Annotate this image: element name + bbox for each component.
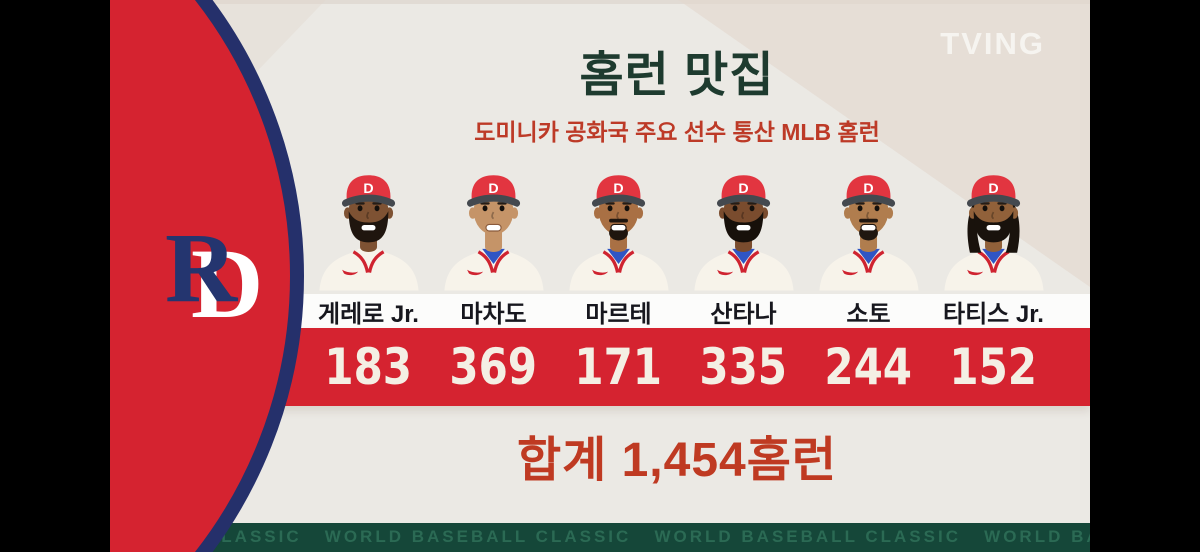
graphic-stage: CLASSIC WORLD BASEBALL CLASSIC WORLD BAS… (110, 0, 1090, 552)
top-hairline (110, 0, 1090, 4)
homerun-count: 335 (699, 338, 788, 396)
cap-brim (466, 194, 520, 207)
svg-text:D: D (738, 181, 748, 197)
player-photo: D (943, 175, 1044, 291)
player-photo: D (693, 175, 794, 291)
player-name: 소토 (846, 300, 891, 328)
player-name: 마차도 (460, 300, 527, 328)
svg-text:D: D (613, 181, 623, 197)
player-photo: D (818, 175, 919, 291)
player-photo-santana: D (681, 168, 806, 294)
total-homeruns: 합계 1,454홈런 (516, 434, 838, 487)
page-subtitle: 도미니카 공화국 주요 선수 통산 MLB 홈런 (474, 119, 880, 145)
svg-text:D: D (488, 181, 498, 197)
cap-brim (341, 194, 395, 207)
svg-text:D: D (988, 181, 998, 197)
player-name: 산타나 (710, 300, 777, 328)
wbc-footer-band: CLASSIC WORLD BASEBALL CLASSIC WORLD BAS… (110, 523, 1090, 552)
player-name: 타티스 Jr. (943, 300, 1044, 328)
cap (471, 175, 515, 201)
player-photo-machado: D (431, 168, 556, 294)
player-photo: D (443, 175, 544, 291)
player-photo-tatis: D (931, 168, 1056, 294)
monogram-letter-r: R (165, 212, 238, 323)
player-photo: D (318, 175, 419, 291)
homerun-count: 152 (949, 338, 1038, 396)
homerun-count: 369 (449, 338, 538, 396)
nike-swoosh-icon (466, 269, 483, 276)
wbc-ticker-text: CLASSIC WORLD BASEBALL CLASSIC WORLD BAS… (206, 527, 1090, 546)
players-row: D D (306, 168, 1056, 294)
player-name: 마르테 (585, 300, 652, 328)
player-name: 게레로 Jr. (318, 300, 419, 328)
names-row: 게레로 Jr. 마차도 마르테 산타나 소토 타티스 Jr. (306, 294, 1056, 328)
player-photo: D (568, 175, 669, 291)
homerun-count: 183 (324, 338, 413, 396)
letterbox-right (1090, 0, 1200, 552)
player-photo-soto: D (806, 168, 931, 294)
header: 홈런 맛집 도미니카 공화국 주요 선수 통산 MLB 홈런 (264, 48, 1090, 147)
player-photo-guerrero: D (306, 168, 431, 294)
cap-brim (591, 194, 645, 207)
homerun-count: 171 (574, 338, 663, 396)
cap (346, 175, 390, 201)
page-title: 홈런 맛집 (579, 49, 775, 102)
nike-swoosh-icon (341, 269, 358, 276)
letterbox-left (0, 0, 110, 552)
nike-swoosh-icon (591, 269, 608, 276)
svg-text:D: D (363, 181, 373, 197)
cap (596, 175, 640, 201)
monogram-letter-d: D (191, 228, 264, 339)
homerun-count: 244 (824, 338, 913, 396)
svg-text:D: D (863, 181, 873, 197)
player-photo-marte: D (556, 168, 681, 294)
numbers-row: 183 369 171 335 244 152 (306, 328, 1056, 406)
rd-monogram-logo: D R (165, 218, 365, 348)
